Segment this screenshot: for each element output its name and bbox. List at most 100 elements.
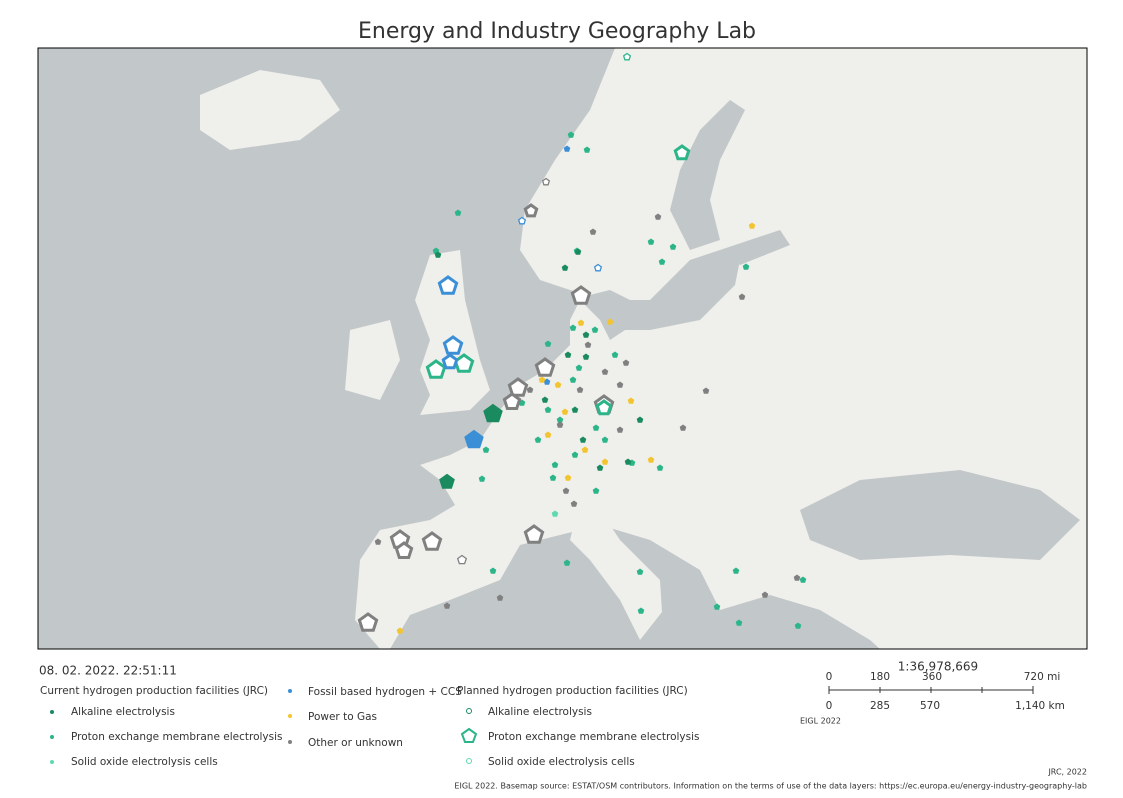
facility-marker <box>622 52 632 61</box>
scale-label: 1,140 km <box>1015 700 1065 712</box>
facility-marker <box>502 392 522 410</box>
facility-marker <box>601 458 609 465</box>
legend-item: Alkaline electrolysis <box>71 706 175 718</box>
facility-marker <box>583 146 591 153</box>
facility-marker <box>421 531 443 551</box>
facility-marker <box>544 431 552 438</box>
legend-icon <box>288 714 292 718</box>
facility-marker <box>554 381 562 388</box>
scale-label: 180 <box>870 671 890 683</box>
facility-marker <box>616 381 624 388</box>
gulf-of-finland <box>720 230 790 265</box>
facility-marker <box>592 424 600 431</box>
facility-marker <box>591 326 599 333</box>
facility-marker <box>464 429 484 449</box>
title: Energy and Industry Geography Lab <box>358 19 756 44</box>
facility-marker <box>489 567 497 574</box>
map <box>37 47 1088 650</box>
facility-marker <box>543 378 551 385</box>
facility-marker <box>647 238 655 245</box>
facility-marker <box>742 263 750 270</box>
legend-item: Fossil based hydrogen + CCS <box>308 686 462 698</box>
facility-marker <box>575 364 583 371</box>
facility-marker <box>732 567 740 574</box>
facility-marker <box>544 406 552 413</box>
copyright: JRC, 2022 <box>1047 768 1087 777</box>
facility-marker <box>656 464 664 471</box>
facility-marker <box>601 436 609 443</box>
facility-marker <box>636 416 644 423</box>
scale-ratio: 1:36,978,669 <box>898 660 978 674</box>
scale-label: 0 <box>826 671 833 683</box>
facility-marker <box>478 475 486 482</box>
facility-marker <box>735 619 743 626</box>
facility-marker <box>570 500 578 507</box>
facility-marker <box>584 341 592 348</box>
facility-marker <box>606 318 614 325</box>
facility-marker <box>523 524 545 544</box>
map-frame <box>37 47 1088 650</box>
facility-marker <box>647 456 655 463</box>
legend-title: Planned hydrogen production facilities (… <box>457 685 688 697</box>
facility-marker <box>434 251 442 258</box>
facility-marker <box>437 275 459 295</box>
facility-marker <box>357 612 379 632</box>
scale-label: 0 <box>826 700 833 712</box>
facility-marker <box>556 416 564 423</box>
facility-marker <box>673 144 691 161</box>
facility-marker <box>679 424 687 431</box>
legend-icon <box>466 708 472 714</box>
legend-item: Alkaline electrolysis <box>488 706 592 718</box>
facility-markers <box>357 52 807 634</box>
legend-icon <box>460 727 478 743</box>
legend-item: Proton exchange membrane electrolysis <box>71 731 283 743</box>
facility-marker <box>794 622 802 629</box>
facility-marker <box>592 487 600 494</box>
facility-marker <box>538 376 546 383</box>
facility-marker <box>563 559 571 566</box>
facility-marker <box>601 368 609 375</box>
scale-label: 720 mi <box>1024 671 1061 683</box>
facility-marker <box>425 359 447 379</box>
facility-marker <box>570 285 592 305</box>
ireland <box>345 320 400 400</box>
facility-marker <box>702 387 710 394</box>
facility-marker <box>441 353 459 370</box>
legend-icon <box>288 689 292 693</box>
facility-marker <box>571 451 579 458</box>
legend-item: Solid oxide electrolysis cells <box>71 756 218 768</box>
facility-marker <box>761 591 769 598</box>
facility-marker <box>579 436 587 443</box>
facility-marker <box>627 397 635 404</box>
facility-marker <box>581 446 589 453</box>
facility-marker <box>562 487 570 494</box>
facility-marker <box>793 574 801 581</box>
legend-icon <box>50 710 54 714</box>
facility-marker <box>394 541 414 559</box>
facility-marker <box>611 351 619 358</box>
legend-item: Power to Gas <box>308 711 377 723</box>
facility-marker <box>576 386 584 393</box>
legend-icon <box>466 758 472 764</box>
facility-marker <box>526 386 534 393</box>
facility-marker <box>544 340 552 347</box>
facility-marker <box>523 203 539 218</box>
facility-marker <box>551 510 559 517</box>
scale-label: 360 <box>922 671 942 683</box>
facility-marker <box>658 258 666 265</box>
facility-marker <box>596 464 604 471</box>
facility-marker <box>624 458 632 465</box>
facility-marker <box>654 213 662 220</box>
facility-marker <box>541 396 549 403</box>
gulf-of-bothnia <box>670 100 745 250</box>
facility-marker <box>571 406 579 413</box>
facility-marker <box>507 377 529 397</box>
facility-marker <box>482 446 490 453</box>
legend-title: Current hydrogen production facilities (… <box>40 685 268 697</box>
facility-marker <box>534 436 542 443</box>
facility-marker <box>563 145 571 152</box>
facility-marker <box>595 399 613 416</box>
facility-marker <box>738 293 746 300</box>
